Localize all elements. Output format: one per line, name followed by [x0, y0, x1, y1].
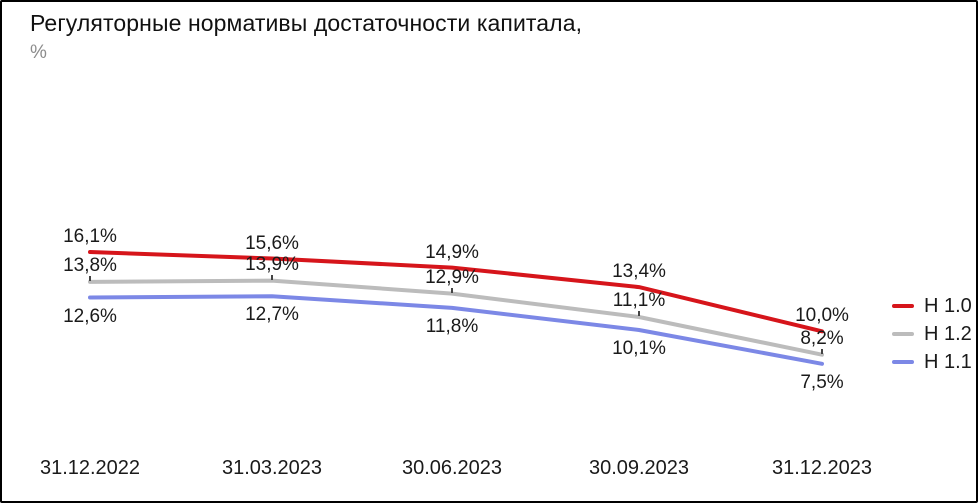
- label-leader-tick: [89, 275, 91, 281]
- data-label: 11,1%: [612, 290, 666, 311]
- legend-line-icon: [892, 360, 914, 364]
- data-label: 12,6%: [63, 305, 117, 327]
- data-label: 14,9%: [425, 241, 479, 263]
- legend-item-1: Н 1.2: [892, 322, 972, 345]
- legend-item-2: Н 1.1: [892, 350, 972, 373]
- chart-unit-label: %: [30, 42, 47, 63]
- series-line-1: [88, 278, 824, 357]
- chart-title: Регуляторные нормативы достаточности кап…: [30, 10, 583, 36]
- legend-line-icon: [892, 332, 914, 336]
- x-axis-label: 30.06.2023: [401, 457, 503, 479]
- data-label: 10,1%: [612, 338, 666, 359]
- data-label: 13,8%: [63, 254, 117, 276]
- data-label: 11,8%: [425, 315, 479, 337]
- legend-label: Н 1.2: [924, 322, 972, 345]
- data-label: 13,9%: [245, 253, 299, 275]
- label-leader-tick: [638, 311, 640, 316]
- data-label: 15,6%: [245, 232, 299, 254]
- x-axis-label: 31.12.2023: [771, 457, 873, 479]
- data-label: 13,4%: [612, 261, 666, 283]
- data-label: 10,0%: [795, 305, 849, 327]
- data-label: 16,1%: [63, 226, 117, 247]
- label-leader-tick: [271, 274, 273, 280]
- series-line-2: [88, 294, 824, 366]
- data-label: 12,7%: [245, 304, 299, 326]
- data-label: 12,9%: [425, 266, 479, 288]
- label-leader-tick: [451, 287, 453, 293]
- label-leader-tick: [821, 348, 823, 354]
- data-label: 8,2%: [800, 327, 844, 349]
- chart-legend: Н 1.0 Н 1.2 Н 1.1: [892, 294, 972, 373]
- x-axis-label: 31.03.2023: [221, 457, 323, 479]
- x-axis-label: 31.12.2022: [39, 457, 141, 479]
- data-label: 7,5%: [800, 371, 844, 393]
- x-axis-label: 30.09.2023: [588, 457, 690, 479]
- series-line-0: [88, 250, 824, 334]
- legend-line-icon: [892, 304, 914, 308]
- legend-item-0: Н 1.0: [892, 294, 972, 317]
- legend-label: Н 1.0: [924, 294, 972, 317]
- legend-label: Н 1.1: [924, 350, 972, 373]
